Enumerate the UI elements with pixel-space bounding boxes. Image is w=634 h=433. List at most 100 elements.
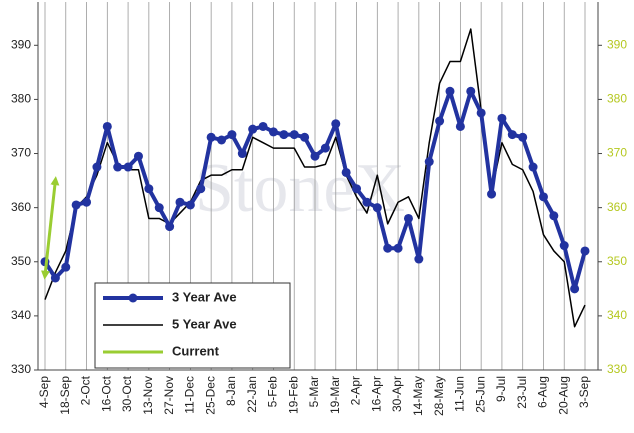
x-tick-label: 8-Jan — [224, 376, 238, 406]
marker — [206, 132, 216, 142]
x-tick-label: 4-Sep — [37, 376, 51, 408]
marker — [310, 151, 320, 161]
marker — [352, 184, 362, 194]
marker — [217, 135, 227, 145]
marker — [372, 203, 382, 213]
x-tick-label: 22-Jan — [245, 376, 259, 413]
marker — [507, 130, 517, 140]
x-tick-label: 19-Mar — [328, 376, 342, 414]
y2-tick-label: 390 — [607, 37, 627, 51]
marker — [268, 127, 278, 137]
x-tick-label: 25-Jun — [473, 376, 487, 413]
x-tick-label: 13-Nov — [141, 376, 155, 415]
marker — [237, 149, 247, 159]
x-tick-label: 19-Feb — [286, 376, 300, 414]
marker — [300, 132, 310, 142]
marker — [279, 130, 289, 140]
marker — [403, 213, 413, 223]
marker — [175, 197, 185, 207]
marker — [289, 130, 299, 140]
x-tick-label: 30-Oct — [120, 375, 134, 412]
marker — [71, 200, 81, 210]
y-tick-label: 390 — [11, 37, 31, 51]
marker — [549, 211, 559, 221]
x-tick-label: 25-Dec — [203, 376, 217, 415]
marker — [580, 246, 590, 256]
y-tick-label: 340 — [11, 308, 31, 322]
marker — [424, 157, 434, 167]
marker — [248, 124, 258, 134]
x-tick-label: 2-Apr — [349, 376, 363, 405]
marker — [445, 86, 455, 96]
x-tick-label: 27-Nov — [162, 376, 176, 415]
x-tick-label: 5-Feb — [266, 376, 280, 408]
y-tick-label: 370 — [11, 146, 31, 160]
legend-label: Current — [172, 343, 220, 358]
x-tick-label: 23-Jul — [515, 376, 529, 409]
x-tick-label: 3-Sep — [577, 376, 591, 408]
x-tick-label: 2-Oct — [79, 375, 93, 405]
legend-label: 5 Year Ave — [172, 316, 237, 331]
x-tick-label: 20-Aug — [556, 376, 570, 415]
series-line — [41, 176, 60, 280]
marker — [466, 86, 476, 96]
marker — [123, 162, 133, 172]
x-tick-label: 14-May — [411, 376, 425, 416]
marker — [518, 132, 528, 142]
x-tick-label: 18-Sep — [58, 376, 72, 415]
marker — [61, 262, 71, 272]
y-tick-label: 380 — [11, 92, 31, 106]
marker — [341, 167, 351, 177]
marker — [227, 130, 237, 140]
marker — [455, 121, 465, 131]
marker — [185, 200, 195, 210]
marker — [476, 108, 486, 118]
x-tick-label: 30-Apr — [390, 376, 404, 412]
marker — [50, 273, 60, 283]
x-tick-label: 11-Jun — [453, 376, 467, 412]
marker — [383, 243, 393, 253]
y2-tick-label: 380 — [607, 92, 627, 106]
marker — [320, 143, 330, 153]
marker — [92, 162, 102, 172]
x-tick-label: 5-Mar — [307, 376, 321, 407]
y-tick-label: 360 — [11, 200, 31, 214]
marker — [196, 184, 206, 194]
y-tick-label: 330 — [11, 362, 31, 376]
marker — [393, 243, 403, 253]
marker — [570, 284, 580, 294]
x-tick-label: 11-Dec — [183, 376, 197, 414]
x-tick-label: 16-Oct — [99, 375, 113, 412]
marker — [435, 116, 445, 126]
legend-label: 3 Year Ave — [172, 289, 237, 304]
x-tick-label: 16-Apr — [369, 376, 383, 412]
y-tick-label: 350 — [11, 254, 31, 268]
marker — [144, 184, 154, 194]
marker — [331, 119, 341, 129]
y2-tick-label: 350 — [607, 254, 627, 268]
marker — [559, 241, 569, 251]
y2-tick-label: 330 — [607, 362, 627, 376]
marker — [82, 197, 92, 207]
marker — [362, 197, 372, 207]
marker — [154, 203, 164, 213]
y2-tick-label: 370 — [607, 146, 627, 160]
y2-tick-label: 340 — [607, 308, 627, 322]
marker — [487, 189, 497, 199]
marker — [133, 151, 143, 161]
marker — [497, 113, 507, 123]
legend-marker — [128, 293, 138, 303]
marker — [165, 222, 175, 232]
marker — [414, 254, 424, 264]
marker — [528, 162, 538, 172]
marker — [113, 162, 123, 172]
marker — [102, 121, 112, 131]
marker — [258, 121, 268, 131]
x-tick-label: 28-May — [432, 376, 446, 416]
watermark: StoneX — [195, 150, 405, 227]
x-tick-label: 6-Aug — [536, 376, 550, 408]
marker — [538, 192, 548, 202]
y2-tick-label: 360 — [607, 200, 627, 214]
